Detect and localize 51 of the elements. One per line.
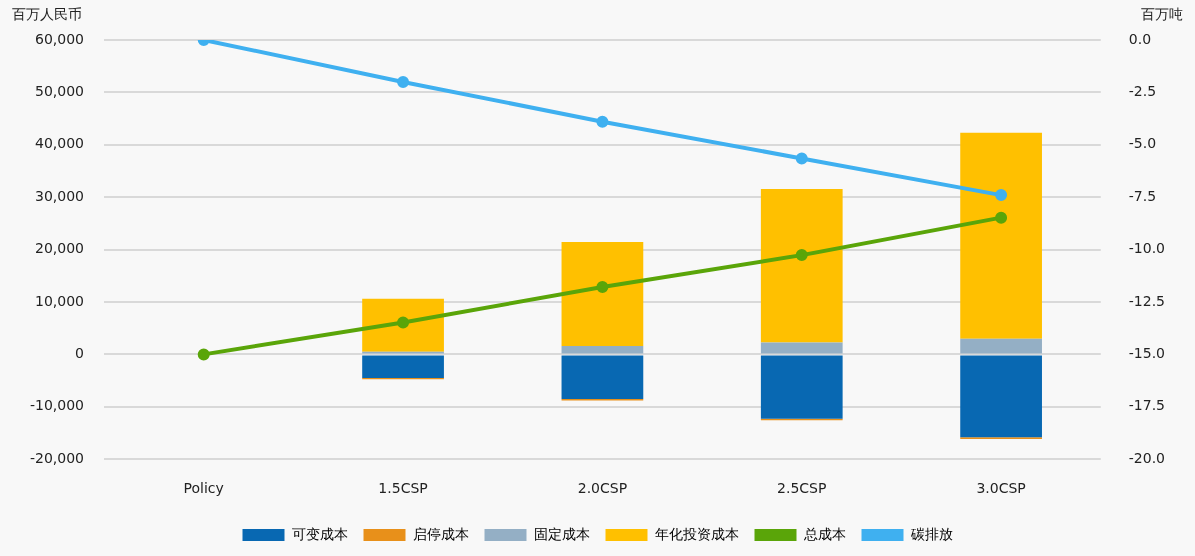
bar: [561, 242, 644, 347]
y-tick-label: -10,000: [29, 397, 85, 414]
bar: [760, 342, 843, 354]
point: [995, 211, 1008, 224]
y-tick-label: 30,000: [35, 187, 85, 204]
bar: [362, 298, 444, 352]
bar: [760, 355, 843, 419]
y2-tick-label: -17.5: [1128, 397, 1166, 414]
point: [197, 348, 210, 361]
y2-tick-label: -7.5: [1128, 187, 1157, 204]
point: [397, 316, 410, 329]
point: [795, 152, 808, 165]
y-tick-label: 0: [75, 345, 85, 362]
y2-tick-label: -15.0: [1128, 345, 1166, 362]
y2-tick-label: -20.0: [1128, 449, 1166, 466]
bar: [760, 189, 843, 343]
y2-tick-label: 0.0: [1128, 30, 1152, 47]
legend-label: 年化投资成本: [654, 525, 739, 542]
y-tick-label: 10,000: [35, 292, 85, 309]
y2-tick-label: -10.0: [1128, 240, 1166, 257]
x-tick-label: 2.0CSP: [577, 480, 628, 497]
bar: [960, 355, 1042, 438]
bar: [561, 346, 644, 354]
legend-label: 碳排放: [909, 525, 953, 542]
y-tick-label: -20,000: [29, 449, 85, 466]
bar: [960, 338, 1042, 354]
y-tick-label: 50,000: [35, 83, 85, 100]
y2-tick-label: -5.0: [1128, 135, 1157, 152]
y2-tick-label: -12.5: [1128, 292, 1166, 309]
bar: [561, 355, 644, 399]
x-tick-label: 3.0CSP: [976, 480, 1026, 497]
legend-label: 总成本: [802, 525, 846, 542]
point: [397, 75, 410, 88]
legend-label: 可变成本: [291, 525, 348, 542]
point: [995, 189, 1008, 202]
legend-label: 固定成本: [533, 525, 590, 542]
y-tick-label: 60,000: [35, 30, 85, 47]
bar: [362, 355, 444, 378]
y-tick-label: 40,000: [35, 135, 85, 152]
x-tick-label: 1.5CSP: [378, 480, 428, 497]
x-tick-label: 2.5CSP: [777, 480, 827, 497]
legend-label: 启停成本: [412, 525, 469, 542]
y-tick-label: 20,000: [35, 240, 85, 257]
point: [596, 281, 609, 294]
y-axis-title: 百万人民币: [12, 6, 82, 24]
point: [596, 115, 609, 128]
bar: [960, 132, 1042, 339]
y2-axis-title: 百万吨: [1141, 6, 1183, 24]
x-tick-label: Policy: [183, 480, 224, 497]
y2-tick-label: -2.5: [1128, 83, 1157, 100]
point: [795, 249, 808, 262]
